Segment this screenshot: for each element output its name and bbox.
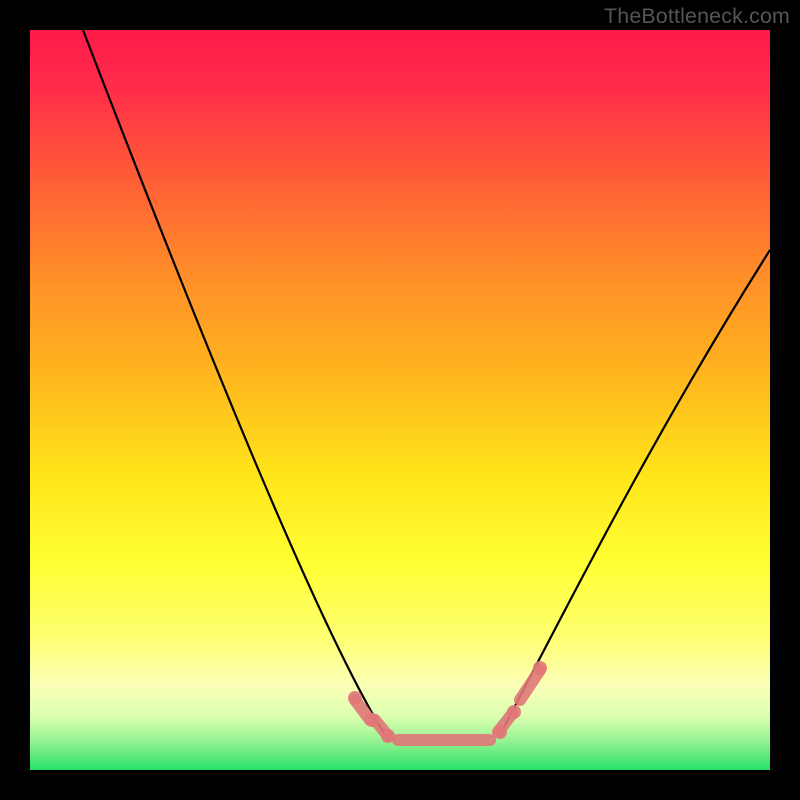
- spline-dot: [365, 713, 379, 727]
- chart-gradient-area: [30, 30, 770, 770]
- bottleneck-chart: [0, 0, 800, 800]
- chart-frame: TheBottleneck.com: [0, 0, 800, 800]
- spline-dot: [348, 691, 362, 705]
- spline-dot: [533, 661, 547, 675]
- spline-dot: [493, 725, 507, 739]
- watermark-text: TheBottleneck.com: [604, 4, 790, 29]
- spline-dot: [381, 729, 395, 743]
- spline-dot: [507, 705, 521, 719]
